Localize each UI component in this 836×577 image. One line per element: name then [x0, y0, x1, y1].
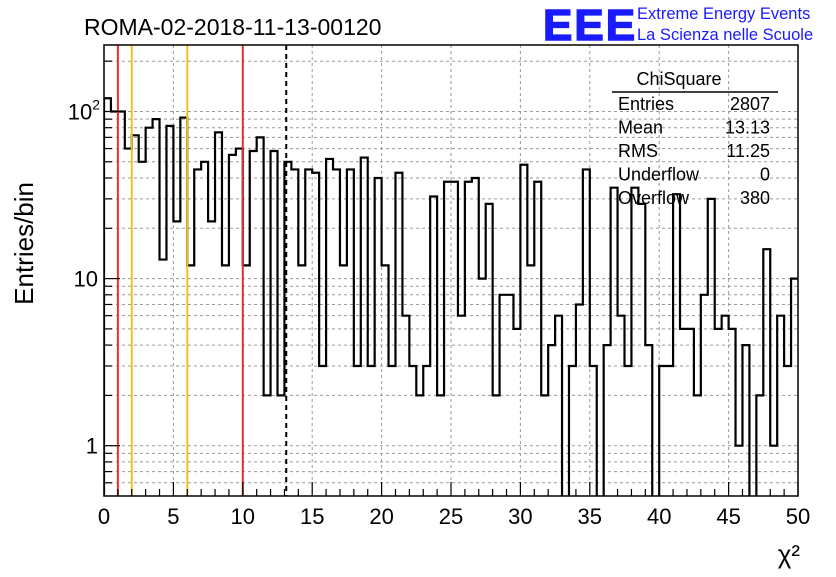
- eee-logo-line2: La Scienza nelle Scuole: [637, 26, 813, 44]
- histogram-outline: [104, 97, 798, 496]
- grid: [104, 45, 798, 496]
- stats-row-value: 2807: [730, 94, 770, 114]
- eee-logo-mark: EEE: [543, 1, 637, 50]
- y-tick-label: 1: [86, 434, 98, 459]
- stats-row-label: Mean: [618, 118, 663, 138]
- stats-row-value: 0: [760, 165, 770, 185]
- histogram: [104, 97, 798, 496]
- reference-lines: [116, 45, 288, 496]
- y-tick-label: 10: [74, 267, 98, 292]
- chart-title: ROMA-02-2018-11-13-00120: [84, 14, 381, 40]
- x-tick-label: 5: [167, 504, 179, 529]
- stats-row-value: 13.13: [725, 118, 770, 138]
- x-tick-label: 20: [369, 504, 393, 529]
- stats-row-label: RMS: [618, 141, 658, 161]
- stats-rows: Entries 2807 Mean 13.13 RMS 11.25 Underflow 0 Ov…: [618, 94, 770, 208]
- eee-logo: EEE Extreme Energy Events La Scienza nel…: [542, 0, 813, 51]
- stats-row-label: Overflow: [618, 188, 690, 208]
- x-tick-label: 45: [716, 504, 740, 529]
- y-tick-label: 102: [68, 96, 100, 124]
- x-tick-label: 40: [647, 504, 671, 529]
- x-tick-label: 50: [786, 504, 810, 529]
- stats-box-title: ChiSquare: [636, 69, 721, 89]
- stats-row-value: 380: [740, 188, 770, 208]
- x-tick-label: 25: [439, 504, 463, 529]
- x-tick-label: 15: [300, 504, 324, 529]
- stats-box: ChiSquare Entries 2807 Mean 13.13 RMS 11.25 Un…: [612, 69, 778, 208]
- x-tick-label: 10: [231, 504, 255, 529]
- x-tick-label: 35: [578, 504, 602, 529]
- y-axis-label: Entries/bin: [9, 182, 39, 305]
- stats-row-label: Underflow: [618, 165, 700, 185]
- stats-row-value: 11.25: [726, 141, 770, 161]
- x-axis-label: χ²: [778, 539, 801, 569]
- axis-ticks: 0 5 10 15 20 25 30 35 40 45 50 1 10 102: [68, 60, 810, 529]
- x-tick-label: 30: [508, 504, 532, 529]
- stats-row-label: Entries: [618, 94, 674, 114]
- x-tick-label: 0: [98, 504, 110, 529]
- eee-logo-line1: Extreme Energy Events: [637, 5, 810, 23]
